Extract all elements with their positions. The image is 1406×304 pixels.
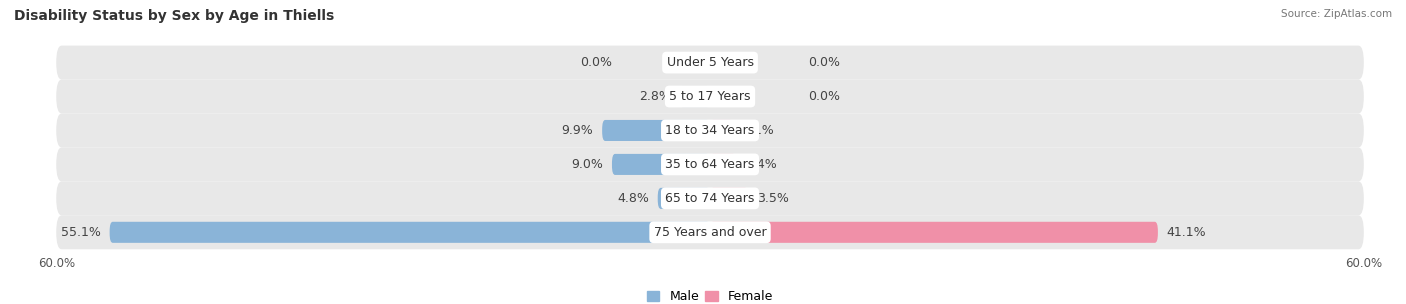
- Text: 18 to 34 Years: 18 to 34 Years: [665, 124, 755, 137]
- FancyBboxPatch shape: [56, 80, 1364, 113]
- FancyBboxPatch shape: [612, 154, 710, 175]
- FancyBboxPatch shape: [602, 120, 710, 141]
- FancyBboxPatch shape: [110, 222, 710, 243]
- Text: 3.5%: 3.5%: [756, 192, 789, 205]
- FancyBboxPatch shape: [710, 222, 1159, 243]
- FancyBboxPatch shape: [658, 188, 710, 209]
- Text: Under 5 Years: Under 5 Years: [666, 56, 754, 69]
- Text: Disability Status by Sex by Age in Thiells: Disability Status by Sex by Age in Thiel…: [14, 9, 335, 23]
- Text: Source: ZipAtlas.com: Source: ZipAtlas.com: [1281, 9, 1392, 19]
- Text: 0.0%: 0.0%: [808, 56, 841, 69]
- FancyBboxPatch shape: [56, 181, 1364, 215]
- Text: 5 to 17 Years: 5 to 17 Years: [669, 90, 751, 103]
- Text: 41.1%: 41.1%: [1167, 226, 1206, 239]
- FancyBboxPatch shape: [679, 86, 710, 107]
- Text: 35 to 64 Years: 35 to 64 Years: [665, 158, 755, 171]
- Text: 9.0%: 9.0%: [571, 158, 603, 171]
- Text: 0.0%: 0.0%: [808, 90, 841, 103]
- Text: 2.4%: 2.4%: [745, 158, 776, 171]
- Text: 4.8%: 4.8%: [617, 192, 650, 205]
- FancyBboxPatch shape: [56, 147, 1364, 181]
- Text: 2.8%: 2.8%: [638, 90, 671, 103]
- FancyBboxPatch shape: [710, 188, 748, 209]
- Text: 65 to 74 Years: 65 to 74 Years: [665, 192, 755, 205]
- Text: 0.0%: 0.0%: [579, 56, 612, 69]
- FancyBboxPatch shape: [56, 215, 1364, 249]
- Text: 55.1%: 55.1%: [60, 226, 101, 239]
- Text: 2.1%: 2.1%: [741, 124, 773, 137]
- FancyBboxPatch shape: [710, 120, 733, 141]
- Legend: Male, Female: Male, Female: [643, 285, 778, 304]
- FancyBboxPatch shape: [56, 46, 1364, 80]
- FancyBboxPatch shape: [710, 154, 737, 175]
- Text: 75 Years and over: 75 Years and over: [654, 226, 766, 239]
- Text: 9.9%: 9.9%: [561, 124, 593, 137]
- FancyBboxPatch shape: [56, 113, 1364, 147]
